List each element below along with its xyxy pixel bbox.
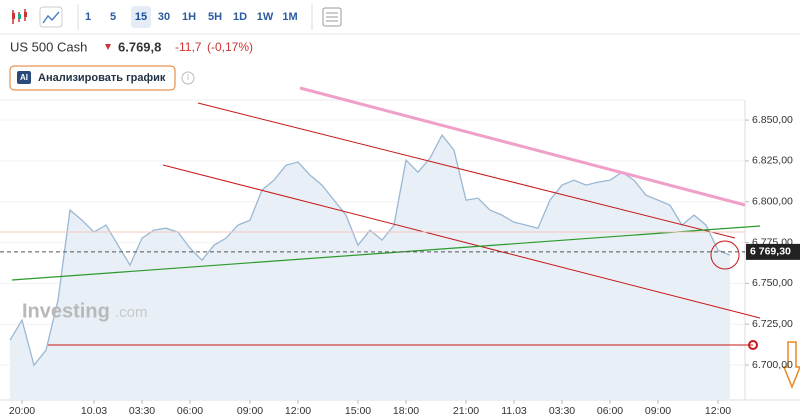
price: 6.769,8 (118, 39, 161, 54)
y-tick-label: 6.850,00 (752, 114, 793, 126)
area-icon[interactable] (39, 6, 63, 28)
area-fill (10, 135, 730, 401)
plot-area (0, 119, 745, 401)
toolbar (12, 4, 342, 30)
change: -11,7 (175, 40, 202, 54)
y-tick-label: 6.725,00 (752, 318, 793, 330)
x-tick-label: 11.03 (501, 405, 527, 417)
interval-button[interactable]: 1 (85, 11, 91, 23)
interval-button[interactable]: 1M (282, 11, 297, 23)
x-tick-label: 20:00 (9, 405, 35, 417)
interval-button[interactable]: 1D (233, 11, 247, 23)
y-tick-label: 6.800,00 (752, 196, 793, 208)
last-price-label: 6 769,30 (750, 246, 791, 258)
interval-button[interactable]: 30 (158, 11, 170, 23)
interval-button[interactable]: 5 (110, 11, 116, 23)
drawings (0, 86, 800, 390)
x-tick-label: 09:00 (645, 405, 671, 417)
x-tick-label: 10.03 (81, 405, 107, 417)
y-tick-label: 6.825,00 (752, 155, 793, 167)
change-percent: (-0,17%) (207, 40, 253, 54)
last-price-box (746, 243, 800, 260)
ai-badge: AI (20, 73, 28, 82)
x-tick-label: 03:30 (549, 405, 575, 417)
x-tick-label: 03:30 (129, 405, 155, 417)
y-tick-label: 6.750,00 (752, 277, 793, 289)
interval-button[interactable]: 5H (208, 11, 222, 23)
x-tick-label: 06:00 (597, 405, 623, 417)
x-tick-label: 06:00 (177, 405, 203, 417)
x-tick-label: 12:00 (285, 405, 311, 417)
x-tick-label: 18:00 (393, 405, 419, 417)
x-tick-label: 12:00 (705, 405, 731, 417)
svg-text:i: i (187, 73, 189, 82)
ai-button-label[interactable]: Анализировать график (38, 72, 166, 84)
interval-button[interactable]: 1W (257, 11, 274, 23)
watermark-suffix: .com (115, 304, 148, 321)
x-tick-label: 15:00 (345, 405, 371, 417)
price-line (9, 133, 731, 367)
watermark-brand: Investing (22, 300, 110, 322)
x-tick-label: 09:00 (237, 405, 263, 417)
y-tick-label: 6.700,00 (752, 359, 793, 371)
instrument-name: US 500 Cash (10, 39, 87, 54)
interval-button[interactable]: 1H (182, 11, 196, 23)
interval-button[interactable]: 15 (135, 11, 147, 23)
x-tick-label: 21:00 (453, 405, 479, 417)
active-interval-bg (131, 6, 151, 28)
ai-button[interactable] (9, 65, 176, 91)
